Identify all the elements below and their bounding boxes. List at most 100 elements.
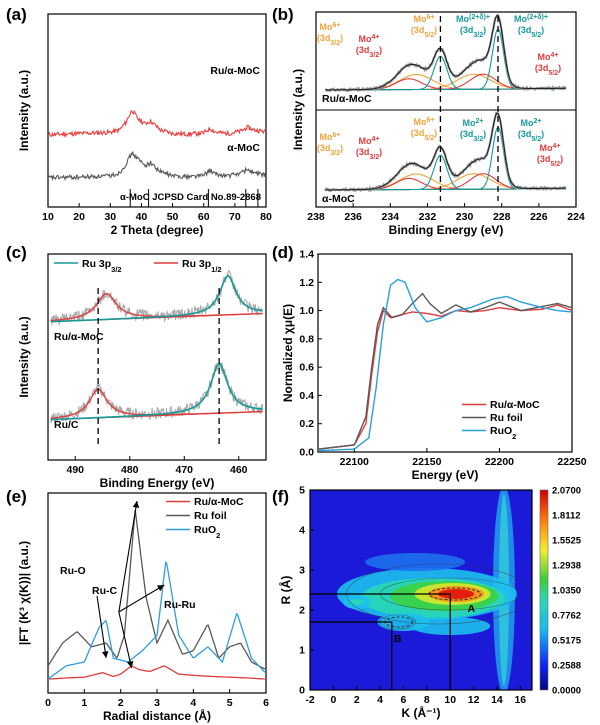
annotation-arrow-e-3 [118,611,134,669]
colorbar [539,489,549,691]
heatmap-blob-5 [438,589,475,599]
axis-label-f-y: R (Å) [278,576,293,605]
colorbar-tick-label: 1.0350 [552,586,581,597]
tick-label-a-x: 60 [198,211,210,223]
heatmap-contour-a [428,587,482,601]
peak-label-b-bottom-orbital-0: (3d3/2) [317,143,343,157]
tick-label-a-x: 30 [104,211,116,223]
series-label-a-1: Ru/α-MoC [210,65,260,77]
tick-label-f-x: 14 [491,694,503,706]
annotation-arrow-e-1 [118,500,140,613]
guide-line-f-0 [310,593,451,690]
peak-label-b-bottom-0: Mo6+ [320,132,341,143]
heatmap-blob-9 [349,599,364,605]
legend-label-d-1: Ru foil [490,412,523,424]
tick-label-d-x: 22200 [485,456,514,468]
series-c-1-raw [50,269,263,326]
annotation-e-2: Ru-Ru [164,599,196,611]
axis-label-e-x: Radial distance (Å) [103,708,211,723]
legend-label-c-0: Ru 3p3/2 [82,258,122,274]
series-e-1 [47,509,266,670]
peak-label-b-top-orbital-1: (3d3/2) [356,45,382,59]
tick-label-f-y: 4 [299,525,305,537]
tick-label-a-x: 50 [167,211,179,223]
tick-label-e-x: 2 [118,697,124,709]
peak-label-b-top-3: Mo(2+δ)+ [456,14,490,25]
tick-label-d-x: 22100 [340,456,369,468]
peak-label-b-top-orbital-5: (3d5/2) [535,63,561,77]
series-label-b-1: Ru/α-MoC [322,93,372,105]
series-label-c-2: Ru/C [54,419,79,431]
tick-label-d-y: 0.2 [299,418,314,430]
axis-label-a-x: 2 Theta (degree) [111,223,204,237]
tick-label-b-x: 236 [344,211,362,223]
tick-label-f-y: 5 [299,485,305,497]
series-e-0 [47,665,265,680]
peak-label-b-bottom-orbital-2: (3d5/2) [411,128,437,142]
chart-f-frame [309,489,533,691]
chart-a-frame [47,13,267,208]
tick-label-c-x: 460 [230,464,248,476]
tick-label-f-y: 2 [299,605,305,617]
tick-label-e-x: 1 [81,697,87,709]
chart-b: 238 236 234 232 230 228 226 224 Binding Energy (… [291,11,585,237]
peak-label-b-top-2: Mo6+ [414,14,435,25]
tick-label-b-x: 226 [530,211,548,223]
annotation-e-1: Ru-C [92,585,117,597]
tick-label-a-x: 40 [136,211,148,223]
tick-label-d-y: 1.4 [299,249,314,261]
colorbar-tick-label: 1.2938 [552,561,581,572]
guide-line-f-1 [310,621,393,690]
legend-label-e-1: Ru foil [194,510,227,522]
tick-label-d-y: 1.2 [299,277,314,289]
tick-label-d-x: 22250 [557,456,586,468]
colorbar-tick-label: 2.0700 [552,486,581,497]
tick-label-d-x: 22150 [412,456,441,468]
tick-label-d-y: 0.6 [299,362,314,374]
axis-label-e-y: |FT (K³ χ(K))| (a.u.) [17,541,31,645]
series-a-1 [48,151,266,182]
peak-label-b-top-orbital-4: (3d5/2) [518,25,544,39]
peak-label-b-top-orbital-0: (3d3/2) [317,33,343,47]
axis-label-d-y: Normalized χμ(E) [281,304,295,402]
tick-label-c-x: 490 [66,464,84,476]
legend-label-d-0: Ru/α-MoC [490,399,540,411]
colorbar-tick-label: 1.5525 [552,536,582,547]
tick-label-e-x: 0 [45,697,51,709]
series-e-2 [47,560,266,680]
peak-label-b-top-orbital-2: (3d5/2) [411,25,437,39]
chart-c: 490 480 470 460 Binding Energy (eV) Intensity… [17,253,267,490]
peak-label-b-top-orbital-3: (3d3/2) [460,25,486,39]
panel-label-a: (a) [6,5,27,24]
series-label-c-1: Ru/α-MoC [54,331,104,343]
panel-label-c: (c) [6,243,27,262]
heatmap-blob-10 [365,553,466,571]
tick-label-c-x: 470 [175,464,193,476]
chart-d: 22100 22150 22200 22250 0.0 0.2 0.4 0.6 0.8 1.0 1.… [281,249,587,483]
panel-label-f: (f) [272,487,289,506]
tick-label-f-y: 0 [299,685,305,697]
legend-label-d-2: RuO2 [490,425,516,441]
chart-a: 10 20 30 40 50 60 70 80 2 Theta (degree) Intensit… [17,13,272,237]
peak-label-b-top-0: Mo6+ [320,22,341,33]
peak-label-b-bottom-3: Mo2+ [463,118,484,129]
tick-label-d-y: 1.0 [299,305,314,317]
tick-label-b-x: 230 [456,211,474,223]
tick-label-a-x: 20 [73,211,85,223]
annotation-arrow-e-0 [96,595,109,659]
chart-d-frame [317,253,573,453]
colorbar-tick-label: 0.5175 [552,636,582,647]
peak-label-b-top-4: Mo(2+δ)+ [514,14,548,25]
tick-label-f-x: -2 [305,694,314,706]
tick-label-f-x: 8 [424,694,430,706]
tick-label-b-x: 232 [419,211,437,223]
point-label-a: A [467,603,475,615]
annotation-arrow-e-2 [118,584,165,613]
tick-label-f-x: 12 [468,694,480,706]
tick-label-f-x: 2 [354,694,360,706]
tick-label-f-y: 3 [299,565,305,577]
colorbar-tick-label: 0.7762 [552,611,581,622]
series-d-0 [317,304,573,450]
tick-label-a-x: 80 [260,211,272,223]
